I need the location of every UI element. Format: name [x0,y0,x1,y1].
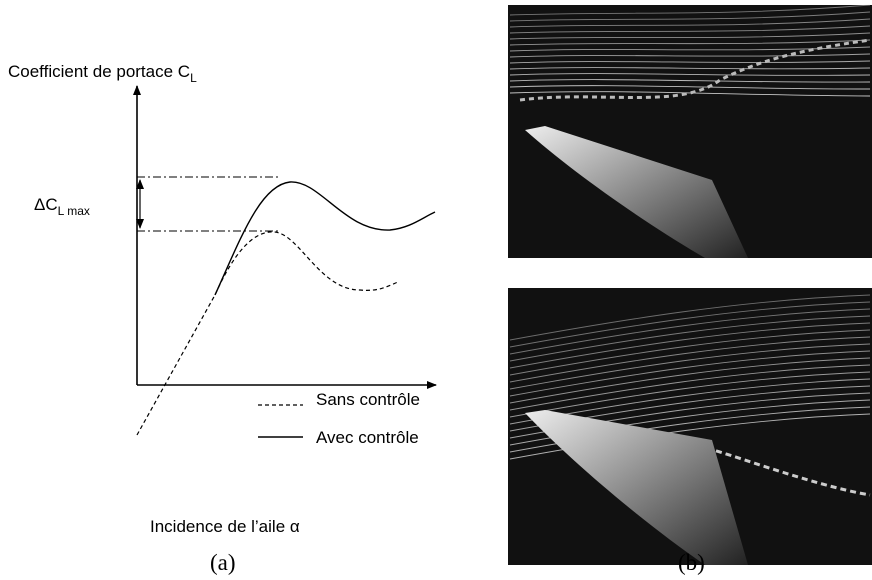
panel-a: Coefficient de portace CL ΔCL max Sans c… [8,62,436,575]
delta-label: ΔCL max [34,195,90,218]
page: Coefficient de portace CL ΔCL max Sans c… [0,0,872,580]
curve-with-control [215,182,435,295]
caption: (b) [678,550,705,575]
x-axis-label: Incidence de l’aile α [150,517,300,536]
figure: Coefficient de portace CL ΔCL max Sans c… [0,0,872,580]
caption: (a) [210,550,236,575]
panel-b: (b) [508,5,872,575]
y-axis-label: Coefficient de portace CL [8,62,197,85]
legend-label: Avec contrôle [316,428,419,447]
legend-label: Sans contrôle [316,390,420,409]
